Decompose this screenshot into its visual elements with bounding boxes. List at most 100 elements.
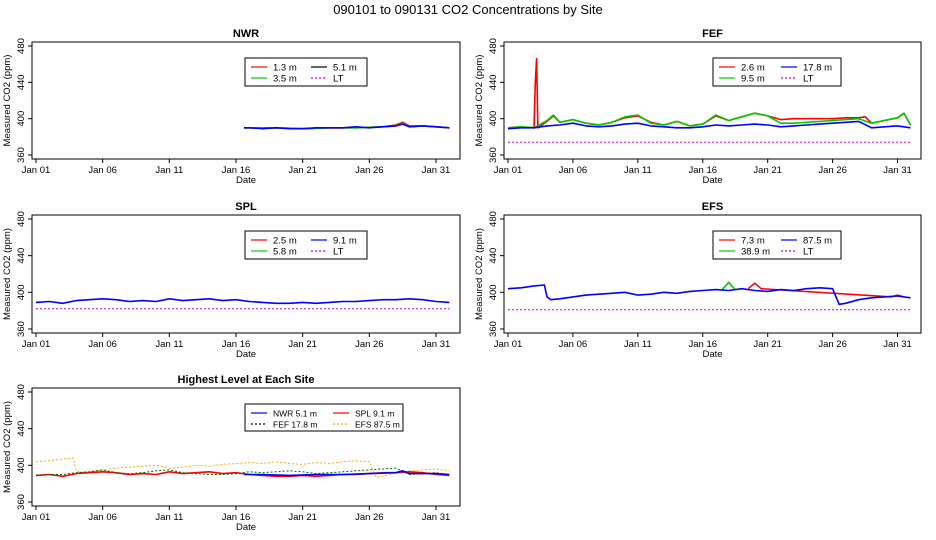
x-tick-label: Jan 26 (355, 512, 384, 523)
x-tick-label: Jan 26 (355, 339, 384, 350)
series-line-9-5-m (507, 112, 912, 129)
legend-label: 5.8 m (273, 247, 297, 258)
panel-title: Highest Level at Each Site (178, 374, 315, 386)
y-tick-label: 480 (488, 38, 499, 54)
y-tick-label: 400 (488, 111, 499, 127)
x-tick-label: Jan 21 (753, 165, 782, 176)
legend-label: NWR 5.1 m (273, 409, 317, 419)
legend-label: FEF 17.8 m (273, 420, 317, 430)
x-tick-label: Jan 26 (818, 339, 847, 350)
legend-box (244, 403, 404, 432)
y-axis-label: Measured CO2 (ppm) (2, 228, 13, 320)
x-tick-label: Jan 06 (559, 339, 588, 350)
y-tick-label: 360 (16, 321, 27, 337)
y-tick-label: 440 (16, 248, 27, 264)
series-line-38-9-m (721, 281, 736, 291)
x-tick-label: Jan 11 (155, 165, 183, 176)
legend: NWR 5.1 m SPL 9.1 m FEF 17.8 m EFS 87.5 m (244, 403, 404, 432)
legend-label: LT (333, 74, 344, 85)
y-tick-label: 440 (16, 421, 27, 437)
legend-label: 87.5 m (803, 236, 832, 247)
y-tick-label: 360 (16, 147, 27, 163)
x-tick-label: Jan 31 (422, 165, 451, 176)
plot-frame (31, 387, 461, 507)
legend-label: LT (333, 247, 344, 258)
panel-spl: SPL Jan 01 Jan 06 Jan 11 Jan 16 Jan 21 Jan 26 J… (2, 201, 461, 360)
legend: 2.5 m 9.1 m 5.8 m LT (244, 230, 368, 260)
x-tick-label: Jan 11 (155, 339, 183, 350)
panel-title: SPL (235, 201, 257, 213)
x-tick-label: Jan 01 (22, 512, 51, 523)
x-axis-label: Date (702, 349, 722, 360)
y-tick-label: 400 (16, 284, 27, 300)
figure-title: 090101 to 090131 CO2 Concentrations by S… (333, 2, 603, 17)
y-tick-label: 400 (16, 111, 27, 127)
panel-fef: FEF Jan 01 Jan 06 Jan 11 Jan 16 Jan 21 Jan 26 J… (474, 28, 922, 186)
x-tick-label: Jan 01 (494, 165, 523, 176)
legend-label: 5.1 m (333, 63, 357, 74)
y-tick-label: 360 (488, 321, 499, 337)
y-axis-label: Measured CO2 (ppm) (2, 401, 13, 493)
x-tick-label: Jan 06 (88, 165, 117, 176)
series-line-5-1-m (244, 123, 450, 130)
series-line-2-6-m (507, 57, 912, 129)
y-tick-label: 360 (488, 147, 499, 163)
x-tick-label: Jan 01 (494, 339, 523, 350)
legend-label: EFS 87.5 m (355, 420, 400, 430)
y-tick-label: 480 (16, 211, 27, 227)
x-tick-label: Jan 11 (624, 339, 652, 350)
x-tick-label: Jan 16 (222, 512, 251, 523)
legend-label: LT (803, 247, 814, 258)
plot-frame (503, 41, 922, 160)
y-axis-label: Measured CO2 (ppm) (474, 55, 485, 147)
legend-label: 17.8 m (803, 63, 832, 74)
series-line-efs-87-5-m (35, 457, 450, 478)
x-tick-label: Jan 11 (624, 165, 652, 176)
x-tick-label: Jan 21 (288, 165, 317, 176)
x-tick-label: Jan 06 (559, 165, 588, 176)
panel-highest: Highest Level at Each Site Jan 01 Jan 06 Ja… (2, 374, 461, 533)
x-tick-label: Jan 16 (222, 339, 251, 350)
legend-label: 9.5 m (741, 74, 765, 85)
legend-box (712, 230, 842, 260)
y-tick-label: 440 (16, 74, 27, 90)
x-tick-label: Jan 21 (288, 512, 317, 523)
series-line-17-8-m (507, 120, 911, 130)
plot-frame (31, 41, 461, 160)
y-tick-label: 440 (488, 248, 499, 264)
x-tick-label: Jan 21 (288, 339, 317, 350)
x-tick-label: Jan 11 (155, 512, 183, 523)
x-tick-label: Jan 21 (753, 339, 782, 350)
x-axis-label: Date (236, 175, 256, 186)
y-axis-label: Measured CO2 (ppm) (2, 55, 13, 147)
legend: 1.3 m 5.1 m 3.5 m LT (244, 57, 368, 87)
y-tick-label: 400 (16, 457, 27, 473)
y-tick-label: 360 (16, 494, 27, 510)
series-line-9-1-m (35, 297, 450, 305)
y-tick-label: 440 (488, 74, 499, 90)
y-tick-label: 480 (16, 384, 27, 400)
x-axis-label: Date (236, 349, 256, 360)
x-tick-label: Jan 01 (22, 165, 51, 176)
legend-label: 9.1 m (333, 236, 357, 247)
x-tick-label: Jan 31 (883, 165, 912, 176)
legend-box (244, 230, 368, 260)
x-tick-label: Jan 16 (222, 165, 251, 176)
legend-label: LT (803, 74, 814, 85)
series-line-fef-17-8-m (35, 467, 450, 476)
y-tick-label: 480 (488, 211, 499, 227)
legend-label: 2.6 m (741, 63, 765, 74)
legend-label: 7.3 m (741, 236, 765, 247)
panel-efs: EFS Jan 01 Jan 06 Jan 11 Jan 16 Jan 21 Jan 26 J… (474, 201, 922, 360)
panel-nwr: NWR Jan 01 Jan 06 Jan 11 Jan 16 Jan 21 Jan 26 J… (2, 28, 461, 186)
panel-title: NWR (233, 28, 259, 40)
plot-frame (31, 214, 461, 334)
y-tick-label: 400 (488, 284, 499, 300)
y-tick-label: 480 (16, 38, 27, 54)
legend-label: 1.3 m (273, 63, 297, 74)
legend-label: SPL 9.1 m (355, 409, 394, 419)
y-axis-label: Measured CO2 (ppm) (474, 228, 485, 320)
series-line-87-5-m (507, 284, 911, 306)
